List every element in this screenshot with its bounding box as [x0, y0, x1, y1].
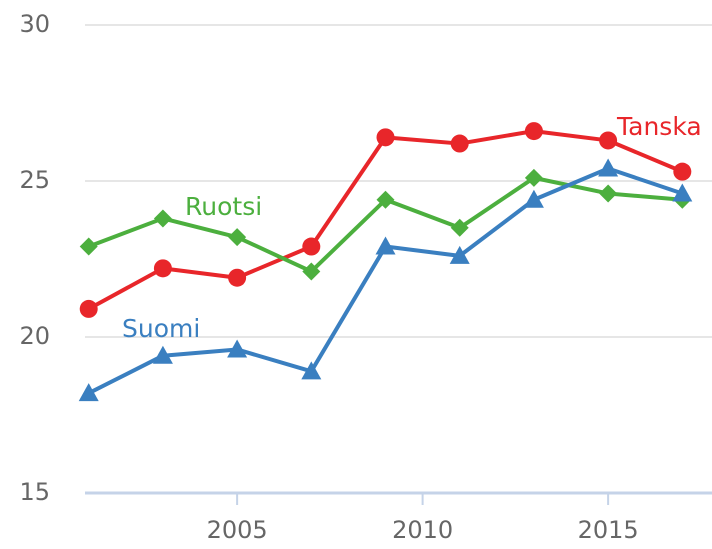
marker [524, 168, 543, 187]
marker [672, 183, 693, 202]
y-tick-label: 15 [19, 478, 50, 506]
marker [302, 237, 321, 256]
marker [376, 190, 395, 209]
marker [228, 268, 247, 287]
marker [524, 122, 543, 141]
marker [599, 184, 618, 203]
marker [79, 299, 98, 318]
marker [375, 236, 396, 255]
x-tick-label: 2005 [207, 516, 268, 544]
marker [301, 361, 322, 380]
marker [153, 259, 172, 278]
marker [227, 339, 248, 358]
marker [523, 189, 544, 208]
x-tick-label: 2015 [578, 516, 639, 544]
marker [228, 228, 247, 247]
marker [153, 209, 172, 228]
marker [79, 237, 98, 256]
series-label: Suomi [122, 314, 200, 343]
marker [302, 262, 321, 281]
series-line [87, 129, 684, 311]
series-label: Tanska [616, 112, 702, 141]
series-label: Ruotsi [185, 192, 262, 221]
marker [450, 134, 469, 153]
marker [78, 383, 99, 402]
marker [376, 128, 395, 147]
marker [673, 162, 692, 181]
marker [599, 131, 618, 150]
y-tick-label: 25 [19, 166, 50, 194]
marker [449, 245, 470, 264]
marker [152, 345, 173, 364]
y-tick-label: 30 [19, 10, 50, 38]
x-tick-label: 2010 [392, 516, 453, 544]
marker [450, 218, 469, 237]
marker [598, 158, 619, 177]
y-tick-label: 20 [19, 322, 50, 350]
